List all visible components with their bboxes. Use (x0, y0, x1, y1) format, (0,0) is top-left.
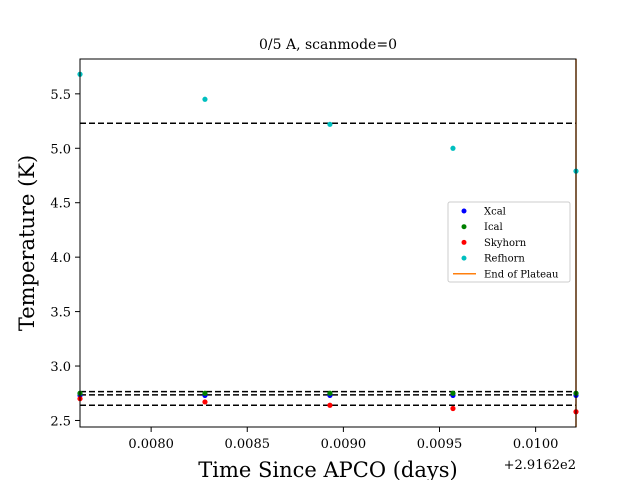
legend-marker-refhorn (461, 255, 467, 261)
legend-label-end-of-plateau: End of Plateau (484, 269, 559, 280)
point-refhorn-1 (202, 96, 208, 102)
y-tick-label: 5.5 (50, 88, 71, 103)
legend-items: Xcal Ical Skyhorn Refhorn End of Plateau (453, 207, 559, 280)
x-tick-label: 0.0085 (225, 437, 271, 452)
x-tick-label: 0.0080 (128, 437, 174, 452)
x-axis-offset-label: +2.9162e2 (504, 458, 576, 473)
legend-label-skyhorn: Skyhorn (484, 238, 527, 249)
point-skyhorn-2 (327, 402, 333, 408)
y-tick-label: 4.0 (50, 251, 71, 266)
legend-marker-xcal (461, 208, 467, 214)
x-tick-label: 0.0100 (513, 437, 559, 452)
legend-marker-ical (461, 224, 467, 230)
x-tick-label: 0.0095 (417, 437, 463, 452)
legend-marker-skyhorn (461, 239, 467, 245)
y-axis-label: Temperature (K) (15, 155, 39, 331)
point-refhorn-2 (327, 121, 333, 127)
point-skyhorn-3 (450, 405, 456, 412)
x-tick-label: 0.0090 (321, 437, 367, 452)
legend: Xcal Ical Skyhorn Refhorn End of Plateau (447, 201, 571, 283)
y-tick-label: 4.5 (50, 197, 71, 212)
y-tick-label: 5.0 (50, 142, 71, 157)
legend-label-xcal: Xcal (484, 207, 506, 218)
y-axis-ticks: 2.5 3.0 3.5 4.0 4.5 5.0 5.5 (50, 88, 80, 429)
legend-label-refhorn: Refhorn (484, 254, 525, 265)
point-refhorn-3 (450, 145, 456, 151)
plot-frame (79, 58, 577, 428)
y-tick-label: 3.0 (50, 360, 71, 375)
point-ical-1 (202, 390, 208, 396)
legend-label-ical: Ical (484, 222, 503, 233)
point-ical-2 (327, 390, 333, 396)
chart-title: 0/5 A, scanmode=0 (259, 37, 397, 53)
y-tick-label: 2.5 (50, 414, 71, 429)
x-axis-label: Time Since APCO (days) (198, 458, 457, 480)
point-ical-3 (450, 390, 456, 396)
y-tick-label: 3.5 (50, 306, 71, 321)
x-axis-ticks: 0.0080 0.0085 0.0090 0.0095 0.0100 (128, 427, 558, 452)
legend-box (447, 201, 571, 283)
point-skyhorn-1 (202, 399, 208, 405)
